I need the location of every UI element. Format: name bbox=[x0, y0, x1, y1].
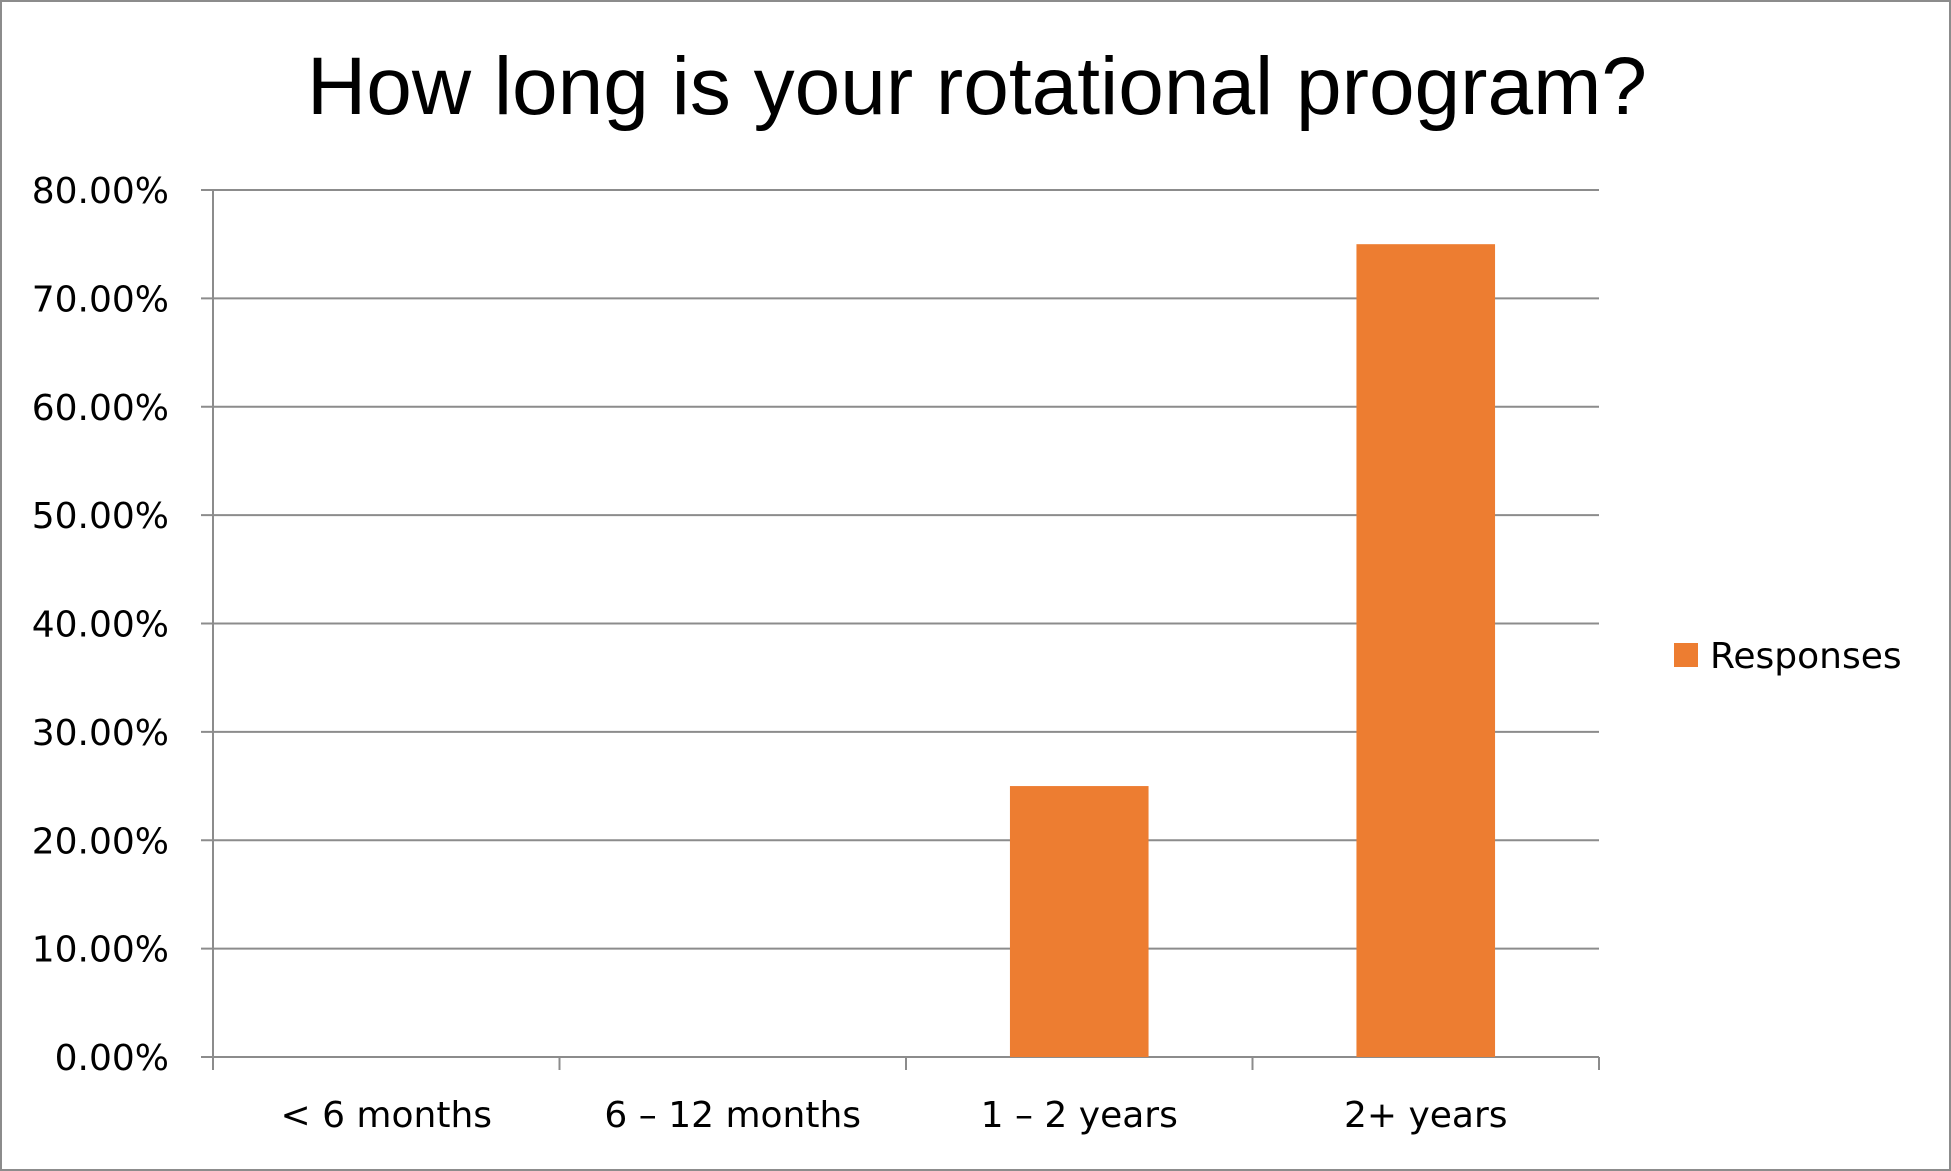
legend-swatch bbox=[1674, 643, 1698, 667]
y-tick-label: 50.00% bbox=[32, 496, 169, 537]
y-tick-label: 10.00% bbox=[32, 930, 169, 971]
y-tick-label: 80.00% bbox=[32, 171, 169, 212]
legend-label: Responses bbox=[1710, 636, 1902, 677]
x-tick-label: 1 – 2 years bbox=[981, 1095, 1178, 1136]
x-tick-labels: < 6 months 6 – 12 months 1 – 2 years 2+ yea… bbox=[280, 1095, 1507, 1136]
y-tick-label: 20.00% bbox=[32, 821, 169, 862]
x-tick-label: 6 – 12 months bbox=[604, 1095, 861, 1136]
bars bbox=[1009, 244, 1496, 1057]
bar bbox=[1009, 786, 1149, 1057]
y-tick-label: 0.00% bbox=[55, 1038, 169, 1079]
y-tick-label: 70.00% bbox=[32, 279, 169, 320]
y-tick-label: 40.00% bbox=[32, 605, 169, 646]
x-tick-label: 2+ years bbox=[1344, 1095, 1508, 1136]
y-tick-labels: 0.00% 10.00% 20.00% 30.00% 40.00% 50.00% 60.00… bbox=[32, 171, 169, 1079]
gridlines bbox=[213, 189, 1599, 1058]
y-tick-label: 60.00% bbox=[32, 388, 169, 429]
legend: Responses bbox=[1674, 636, 1902, 677]
chart-title: How long is your rotational program? bbox=[307, 41, 1647, 132]
y-tick-label: 30.00% bbox=[32, 713, 169, 754]
x-tick-label: < 6 months bbox=[280, 1095, 492, 1136]
bar bbox=[1356, 244, 1496, 1057]
